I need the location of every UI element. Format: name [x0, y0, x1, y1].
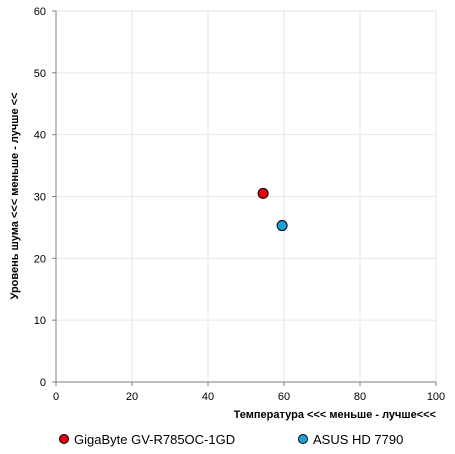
tick-labels: 0 20 40 60 80 100 0 10 20 30 40 50 60 [34, 6, 445, 403]
grid-lines [56, 10, 437, 382]
y-tick-label: 0 [40, 377, 46, 389]
y-tick-label: 40 [34, 130, 46, 142]
legend-label-2: ASUS HD 7790 [313, 432, 403, 447]
x-tick-label: 20 [126, 391, 138, 403]
legend: GigaByte GV-R785OC-1GD ASUS HD 7790 [59, 432, 403, 447]
data-points [257, 187, 288, 232]
y-tick-label: 30 [34, 192, 46, 204]
y-tick-label: 10 [34, 315, 46, 327]
x-tick-label: 0 [53, 391, 59, 403]
x-tick-label: 60 [278, 391, 290, 403]
y-tick-label: 50 [34, 68, 46, 80]
x-tick-label: 80 [354, 391, 366, 403]
x-axis-title: Температура <<< меньше - лучше<<< [234, 409, 436, 421]
y-tick-label: 60 [34, 6, 46, 18]
legend-marker-2 [298, 434, 308, 444]
data-point-2 [276, 220, 288, 232]
x-tick-label: 40 [202, 391, 214, 403]
x-tick-label: 100 [427, 391, 445, 403]
data-point-1 [257, 187, 269, 199]
axes [52, 10, 437, 386]
legend-marker-1 [59, 434, 69, 444]
legend-label-1: GigaByte GV-R785OC-1GD [74, 432, 235, 447]
y-axis-title: Уровень шума <<< меньше - лучше << [9, 93, 21, 300]
y-tick-label: 20 [34, 253, 46, 265]
